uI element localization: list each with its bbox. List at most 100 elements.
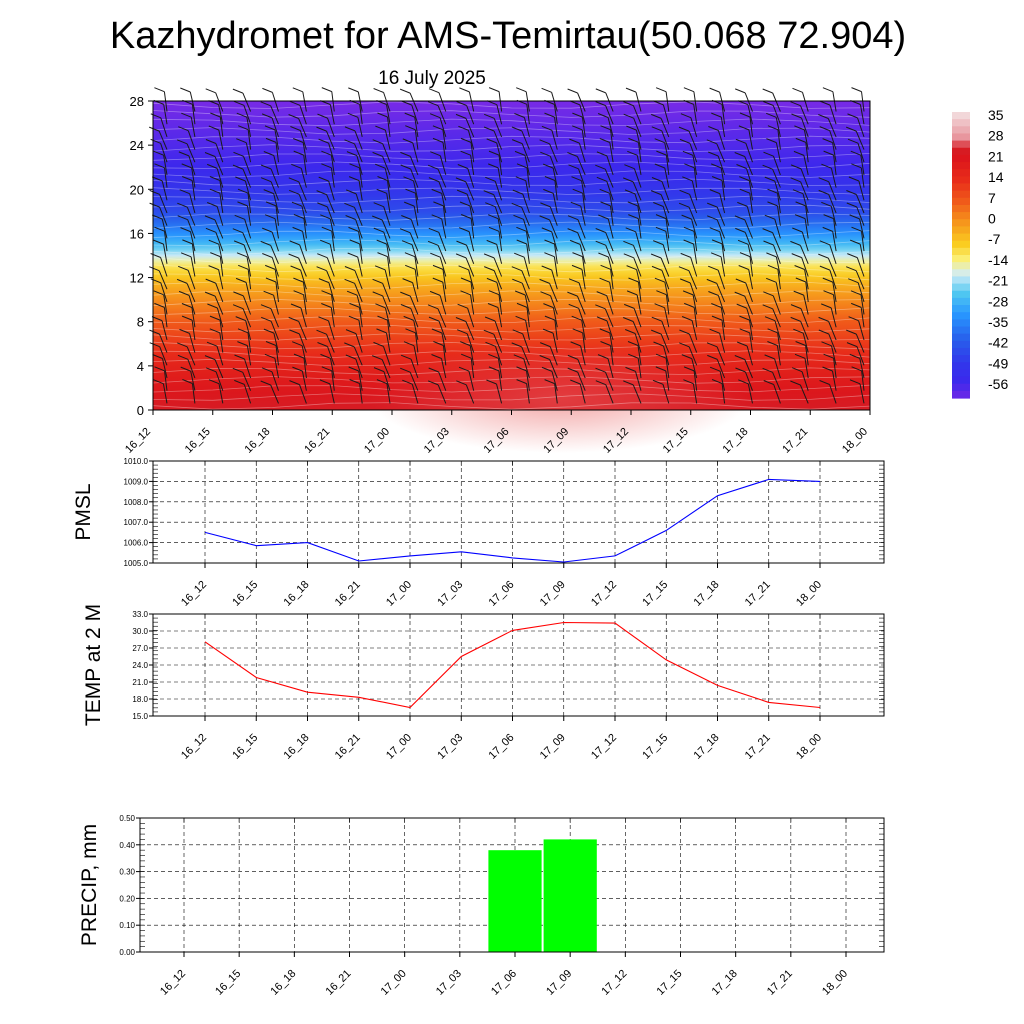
precip-bar: [488, 850, 542, 952]
section-xtick-label: 17_18: [721, 426, 751, 456]
colorbar-label: -14: [988, 252, 1008, 268]
ytick-label: 27.0: [132, 644, 148, 653]
ytick-label: 24.0: [132, 661, 148, 670]
precip-bar: [543, 839, 597, 952]
ytick-label: 0.20: [119, 894, 135, 903]
colorbar-label: -42: [988, 335, 1008, 351]
section-ytick-label: 12: [130, 271, 144, 286]
section-ytick-label: 24: [130, 138, 144, 153]
colorbar-swatch: [952, 204, 970, 213]
ytick-label: 1010.0: [124, 457, 149, 466]
colorbar-swatch: [952, 319, 970, 328]
xtick-label: 17_15: [655, 968, 685, 998]
colorbar-swatch: [952, 326, 970, 335]
colorbar-swatch: [952, 190, 970, 199]
colorbar-label: 14: [988, 169, 1004, 185]
panel-ylabel: PRECIP, mm: [78, 824, 101, 946]
section-xtick-label: 16_12: [123, 426, 153, 456]
xtick-label: 17_09: [538, 732, 568, 762]
xtick-label: 16_15: [213, 968, 243, 998]
section-warm-core: [370, 343, 750, 453]
xtick-label: 17_06: [487, 579, 517, 609]
colorbar-swatch: [952, 340, 970, 349]
xtick-label: 17_21: [743, 732, 773, 762]
colorbar-label: 7: [988, 190, 996, 206]
series-line: [204, 621, 821, 709]
xtick-label: 17_21: [743, 579, 773, 609]
colorbar-swatch: [952, 176, 970, 185]
section-ytick-label: 0: [137, 403, 144, 418]
colorbar-swatch: [952, 312, 970, 320]
xtick-label: 16_12: [179, 732, 209, 762]
vertical-section-panel: 0 4 8 12 16 20 24 28 16_12 16_15 16_18 16_21 17_00 17…: [123, 87, 871, 456]
chart-subtitle: 16 July 2025: [378, 68, 486, 89]
colorbar-swatch: [952, 183, 970, 192]
colorbar-label: 21: [988, 148, 1004, 164]
xtick-label: 17_18: [692, 579, 722, 609]
colorbar-label: -49: [988, 355, 1008, 371]
colorbar-label: -7: [988, 231, 1001, 247]
xtick-label: 17_15: [640, 732, 670, 762]
ytick-label: 0.10: [119, 921, 135, 930]
pmsl-panel: 1010.0 1009.0 1008.0 1007.0 1006.0 1005.0 16_1…: [72, 457, 885, 609]
ytick-label: 1006.0: [124, 539, 149, 548]
colorbar-swatch: [952, 283, 970, 292]
colorbar-swatch: [952, 347, 970, 356]
section-ytick-label: 28: [130, 94, 144, 109]
ytick-label: 1005.0: [124, 559, 149, 568]
colorbar-label: -35: [988, 314, 1008, 330]
xtick-label: 16_15: [230, 732, 260, 762]
xtick-label: 18_00: [794, 732, 824, 762]
colorbar-swatch: [952, 362, 970, 370]
colorbar-label: 35: [988, 107, 1004, 123]
ytick-label: 0.50: [119, 814, 135, 823]
colorbar-swatch: [952, 333, 970, 342]
xtick-label: 16_18: [268, 968, 298, 998]
xtick-label: 17_21: [765, 968, 795, 998]
xtick-label: 16_21: [333, 579, 363, 609]
colorbar-swatch: [952, 162, 970, 170]
ytick-label: 33.0: [132, 610, 148, 619]
colorbar-label: -56: [988, 376, 1008, 392]
section-xtick-label: 17_21: [780, 426, 810, 456]
colorbar-swatch: [952, 226, 970, 235]
xtick-label: 16_21: [333, 732, 363, 762]
section-xtick-label: 16_21: [302, 426, 332, 456]
colorbar-label: -28: [988, 293, 1008, 309]
xtick-label: 16_18: [282, 579, 312, 609]
colorbar-swatch: [952, 276, 970, 285]
colorbar-swatch: [952, 376, 970, 385]
colorbar: 35 28 21 14 7 0 -7 -14 -21 -28 -35 -42 -49 -56: [952, 107, 1008, 399]
colorbar-swatch: [952, 219, 970, 227]
colorbar-swatch: [952, 233, 970, 242]
xtick-label: 18_00: [820, 968, 850, 998]
ytick-label: 1008.0: [124, 498, 149, 507]
xtick-label: 16_18: [282, 732, 312, 762]
chart-title: Kazhydromet for AMS-Temirtau(50.068 72.9…: [110, 15, 906, 57]
xtick-label: 16_21: [324, 968, 354, 998]
colorbar-swatch: [952, 355, 970, 363]
section-xtick-label: 17_00: [362, 426, 392, 456]
colorbar-swatch: [952, 383, 970, 392]
xtick-label: 17_18: [692, 732, 722, 762]
colorbar-swatch: [952, 197, 970, 206]
colorbar-swatch: [952, 154, 970, 163]
colorbar-swatch: [952, 290, 970, 299]
series-line: [204, 478, 821, 563]
colorbar-swatch: [952, 247, 970, 256]
ytick-label: 0.00: [119, 948, 135, 957]
xtick-label: 17_06: [489, 968, 519, 998]
section-ytick-label: 4: [137, 359, 144, 374]
colorbar-swatch: [952, 297, 970, 306]
ytick-label: 30.0: [132, 627, 148, 636]
colorbar-swatch: [952, 390, 970, 399]
colorbar-swatch: [952, 119, 970, 127]
precipitation-panel: 0.50 0.40 0.30 0.20 0.10 0.00 16_12 16_15 16_18 1…: [78, 814, 885, 998]
colorbar-label: 28: [988, 128, 1004, 144]
xtick-label: 17_00: [384, 579, 414, 609]
colorbar-swatch: [952, 305, 970, 313]
panel-frame: [139, 817, 885, 953]
xtick-label: 16_12: [179, 579, 209, 609]
colorbar-swatch: [952, 369, 970, 378]
